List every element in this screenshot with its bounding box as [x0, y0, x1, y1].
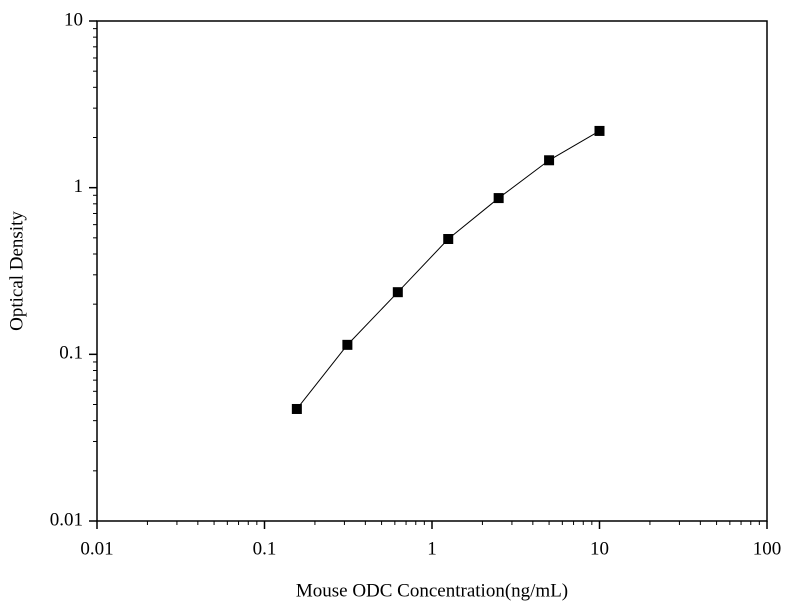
x-tick-label: 1 — [427, 538, 437, 559]
data-point — [544, 155, 555, 166]
x-tick-label: 100 — [753, 538, 782, 559]
plot-frame — [96, 20, 768, 522]
x-tick-label: 0.1 — [253, 538, 277, 559]
x-tick-label: 10 — [590, 538, 609, 559]
data-point — [443, 234, 454, 245]
x-tick-label: 0.01 — [80, 538, 113, 559]
y-tick-label: 1 — [74, 176, 84, 197]
y-axis-title: Optical Density — [6, 211, 27, 331]
data-point — [392, 287, 403, 298]
y-tick-label: 0.01 — [50, 509, 83, 530]
series-line — [296, 130, 600, 410]
y-tick-label: 0.1 — [59, 343, 83, 364]
x-axis-title: Mouse ODC Concentration(ng/mL) — [296, 580, 568, 601]
data-point — [594, 125, 605, 136]
data-point — [493, 193, 504, 204]
data-point — [342, 339, 353, 350]
y-tick-label: 10 — [64, 9, 83, 30]
data-point — [291, 403, 302, 414]
